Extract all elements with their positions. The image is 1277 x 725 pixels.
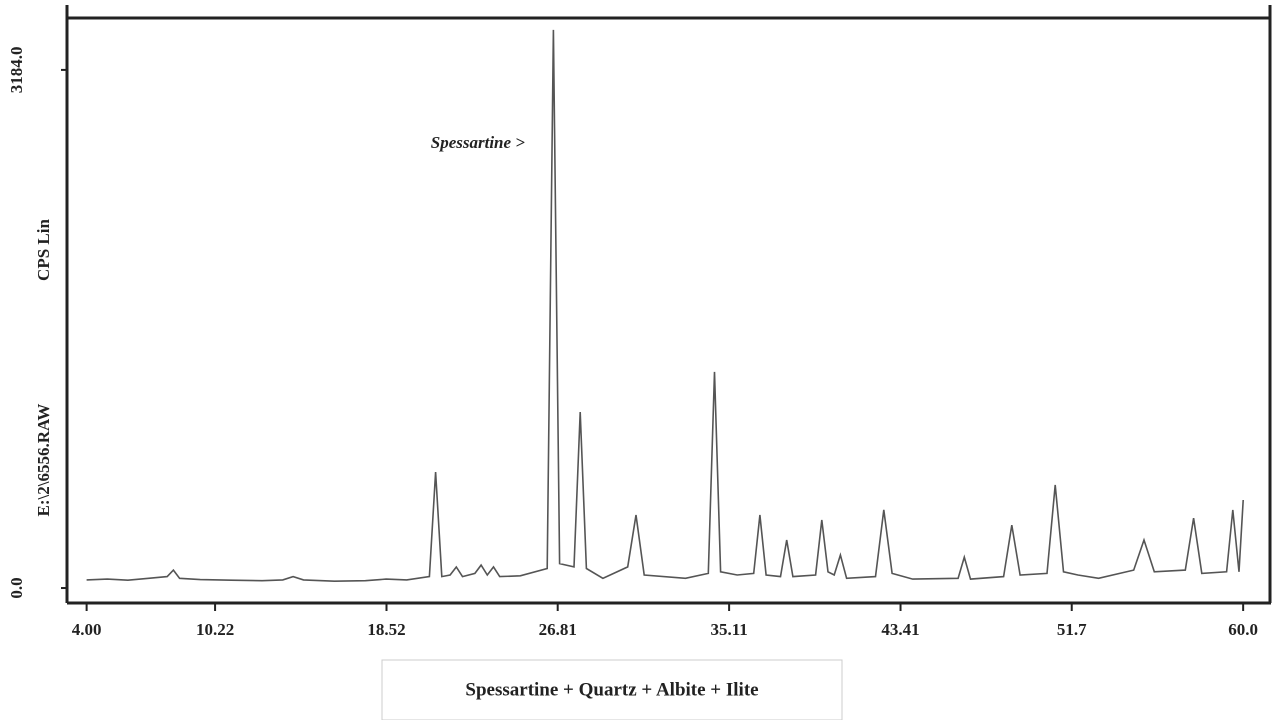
y-tick-label: 3184.0: [7, 47, 26, 94]
x-tick-label: 10.22: [196, 620, 234, 639]
data-line: [86, 29, 1244, 583]
y-tick-label: 0.0: [7, 577, 26, 598]
annotation: Spessartine >: [431, 133, 526, 152]
x-tick-label: 35.11: [710, 620, 747, 639]
x-tick-label: 51.7: [1057, 620, 1087, 639]
y-axis-label: CPS Lin: [34, 219, 53, 281]
file-label: E:\2\6556.RAW: [34, 404, 53, 517]
x-tick-label: 4.00: [72, 620, 102, 639]
x-tick-label: 18.52: [367, 620, 405, 639]
caption: Spessartine + Quartz + Albite + Ilite: [465, 679, 758, 700]
x-tick-label: 60.0: [1228, 620, 1258, 639]
caption-box: [381, 659, 843, 721]
x-tick-label: 26.81: [539, 620, 577, 639]
x-tick-label: 43.41: [881, 620, 919, 639]
